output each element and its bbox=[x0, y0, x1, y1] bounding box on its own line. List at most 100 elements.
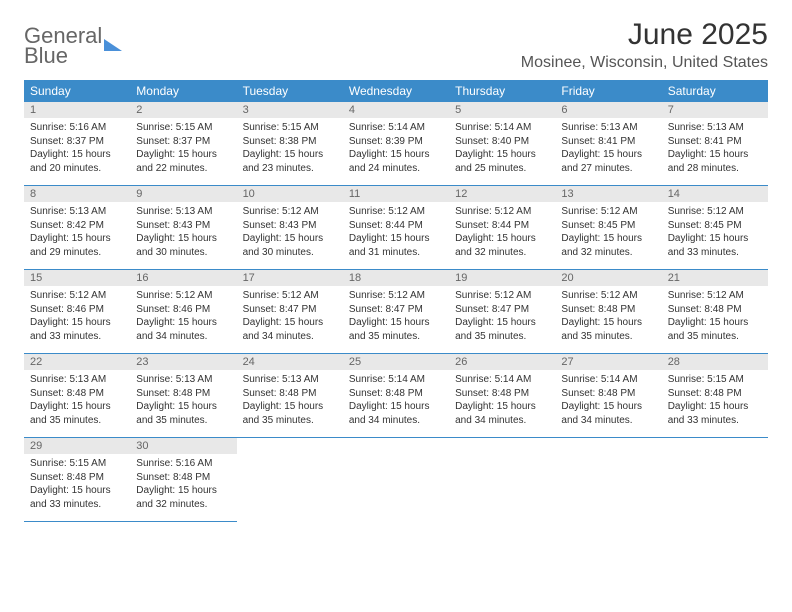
day-number: 14 bbox=[662, 186, 768, 202]
logo-triangle-icon bbox=[104, 39, 122, 51]
calendar-table: SundayMondayTuesdayWednesdayThursdayFrid… bbox=[24, 80, 768, 522]
day-number: 21 bbox=[662, 270, 768, 286]
calendar-cell: 23Sunrise: 5:13 AMSunset: 8:48 PMDayligh… bbox=[130, 354, 236, 438]
day-body: Sunrise: 5:12 AMSunset: 8:48 PMDaylight:… bbox=[662, 286, 768, 353]
day-body: Sunrise: 5:12 AMSunset: 8:45 PMDaylight:… bbox=[555, 202, 661, 269]
calendar-cell: 24Sunrise: 5:13 AMSunset: 8:48 PMDayligh… bbox=[237, 354, 343, 438]
calendar-cell bbox=[449, 438, 555, 522]
weekday-header: Sunday bbox=[24, 80, 130, 102]
calendar-cell bbox=[555, 438, 661, 522]
calendar-cell: 6Sunrise: 5:13 AMSunset: 8:41 PMDaylight… bbox=[555, 102, 661, 186]
day-number: 6 bbox=[555, 102, 661, 118]
day-number: 5 bbox=[449, 102, 555, 118]
day-body: Sunrise: 5:12 AMSunset: 8:45 PMDaylight:… bbox=[662, 202, 768, 269]
day-body: Sunrise: 5:12 AMSunset: 8:44 PMDaylight:… bbox=[343, 202, 449, 269]
day-number: 24 bbox=[237, 354, 343, 370]
calendar-cell: 12Sunrise: 5:12 AMSunset: 8:44 PMDayligh… bbox=[449, 186, 555, 270]
day-number: 17 bbox=[237, 270, 343, 286]
day-number: 23 bbox=[130, 354, 236, 370]
day-body: Sunrise: 5:12 AMSunset: 8:46 PMDaylight:… bbox=[24, 286, 130, 353]
day-body: Sunrise: 5:15 AMSunset: 8:48 PMDaylight:… bbox=[24, 454, 130, 521]
day-number: 26 bbox=[449, 354, 555, 370]
calendar-cell: 15Sunrise: 5:12 AMSunset: 8:46 PMDayligh… bbox=[24, 270, 130, 354]
day-body: Sunrise: 5:15 AMSunset: 8:37 PMDaylight:… bbox=[130, 118, 236, 185]
day-number: 1 bbox=[24, 102, 130, 118]
day-body: Sunrise: 5:12 AMSunset: 8:47 PMDaylight:… bbox=[449, 286, 555, 353]
day-number: 25 bbox=[343, 354, 449, 370]
location-text: Mosinee, Wisconsin, United States bbox=[521, 54, 768, 72]
calendar-cell: 26Sunrise: 5:14 AMSunset: 8:48 PMDayligh… bbox=[449, 354, 555, 438]
weekday-header: Saturday bbox=[662, 80, 768, 102]
calendar-cell: 2Sunrise: 5:15 AMSunset: 8:37 PMDaylight… bbox=[130, 102, 236, 186]
day-number: 7 bbox=[662, 102, 768, 118]
day-number: 18 bbox=[343, 270, 449, 286]
calendar-cell: 20Sunrise: 5:12 AMSunset: 8:48 PMDayligh… bbox=[555, 270, 661, 354]
calendar-cell: 7Sunrise: 5:13 AMSunset: 8:41 PMDaylight… bbox=[662, 102, 768, 186]
day-number: 28 bbox=[662, 354, 768, 370]
day-body: Sunrise: 5:13 AMSunset: 8:41 PMDaylight:… bbox=[555, 118, 661, 185]
weekday-header: Wednesday bbox=[343, 80, 449, 102]
day-body: Sunrise: 5:13 AMSunset: 8:41 PMDaylight:… bbox=[662, 118, 768, 185]
day-body: Sunrise: 5:13 AMSunset: 8:48 PMDaylight:… bbox=[24, 370, 130, 437]
calendar-cell bbox=[237, 438, 343, 522]
day-body: Sunrise: 5:16 AMSunset: 8:37 PMDaylight:… bbox=[24, 118, 130, 185]
day-body: Sunrise: 5:13 AMSunset: 8:48 PMDaylight:… bbox=[130, 370, 236, 437]
calendar-cell bbox=[343, 438, 449, 522]
day-number: 19 bbox=[449, 270, 555, 286]
day-number: 8 bbox=[24, 186, 130, 202]
day-number: 2 bbox=[130, 102, 236, 118]
calendar-cell: 18Sunrise: 5:12 AMSunset: 8:47 PMDayligh… bbox=[343, 270, 449, 354]
calendar-cell: 27Sunrise: 5:14 AMSunset: 8:48 PMDayligh… bbox=[555, 354, 661, 438]
day-body: Sunrise: 5:12 AMSunset: 8:46 PMDaylight:… bbox=[130, 286, 236, 353]
logo: General Blue bbox=[24, 26, 122, 66]
calendar-cell: 21Sunrise: 5:12 AMSunset: 8:48 PMDayligh… bbox=[662, 270, 768, 354]
calendar-cell: 16Sunrise: 5:12 AMSunset: 8:46 PMDayligh… bbox=[130, 270, 236, 354]
day-number: 3 bbox=[237, 102, 343, 118]
day-body: Sunrise: 5:14 AMSunset: 8:39 PMDaylight:… bbox=[343, 118, 449, 185]
day-body: Sunrise: 5:15 AMSunset: 8:48 PMDaylight:… bbox=[662, 370, 768, 437]
calendar-cell: 19Sunrise: 5:12 AMSunset: 8:47 PMDayligh… bbox=[449, 270, 555, 354]
calendar-cell: 13Sunrise: 5:12 AMSunset: 8:45 PMDayligh… bbox=[555, 186, 661, 270]
day-number: 16 bbox=[130, 270, 236, 286]
day-body: Sunrise: 5:14 AMSunset: 8:40 PMDaylight:… bbox=[449, 118, 555, 185]
calendar-cell: 4Sunrise: 5:14 AMSunset: 8:39 PMDaylight… bbox=[343, 102, 449, 186]
day-number: 27 bbox=[555, 354, 661, 370]
calendar-cell: 14Sunrise: 5:12 AMSunset: 8:45 PMDayligh… bbox=[662, 186, 768, 270]
weekday-header: Thursday bbox=[449, 80, 555, 102]
weekday-header: Monday bbox=[130, 80, 236, 102]
day-body: Sunrise: 5:16 AMSunset: 8:48 PMDaylight:… bbox=[130, 454, 236, 521]
page-title: June 2025 bbox=[521, 18, 768, 52]
day-body: Sunrise: 5:12 AMSunset: 8:48 PMDaylight:… bbox=[555, 286, 661, 353]
calendar-cell: 1Sunrise: 5:16 AMSunset: 8:37 PMDaylight… bbox=[24, 102, 130, 186]
calendar-cell: 28Sunrise: 5:15 AMSunset: 8:48 PMDayligh… bbox=[662, 354, 768, 438]
calendar-cell: 29Sunrise: 5:15 AMSunset: 8:48 PMDayligh… bbox=[24, 438, 130, 522]
calendar-cell: 17Sunrise: 5:12 AMSunset: 8:47 PMDayligh… bbox=[237, 270, 343, 354]
day-body: Sunrise: 5:12 AMSunset: 8:47 PMDaylight:… bbox=[237, 286, 343, 353]
day-number: 11 bbox=[343, 186, 449, 202]
day-body: Sunrise: 5:12 AMSunset: 8:47 PMDaylight:… bbox=[343, 286, 449, 353]
calendar-cell: 30Sunrise: 5:16 AMSunset: 8:48 PMDayligh… bbox=[130, 438, 236, 522]
day-number: 9 bbox=[130, 186, 236, 202]
calendar-cell: 25Sunrise: 5:14 AMSunset: 8:48 PMDayligh… bbox=[343, 354, 449, 438]
day-number: 10 bbox=[237, 186, 343, 202]
day-body: Sunrise: 5:13 AMSunset: 8:43 PMDaylight:… bbox=[130, 202, 236, 269]
calendar-cell: 8Sunrise: 5:13 AMSunset: 8:42 PMDaylight… bbox=[24, 186, 130, 270]
calendar-cell bbox=[662, 438, 768, 522]
day-body: Sunrise: 5:13 AMSunset: 8:42 PMDaylight:… bbox=[24, 202, 130, 269]
weekday-header: Friday bbox=[555, 80, 661, 102]
header: General Blue June 2025 Mosinee, Wisconsi… bbox=[24, 18, 768, 72]
day-body: Sunrise: 5:14 AMSunset: 8:48 PMDaylight:… bbox=[555, 370, 661, 437]
day-body: Sunrise: 5:12 AMSunset: 8:44 PMDaylight:… bbox=[449, 202, 555, 269]
weekday-header: Tuesday bbox=[237, 80, 343, 102]
calendar-cell: 22Sunrise: 5:13 AMSunset: 8:48 PMDayligh… bbox=[24, 354, 130, 438]
title-block: June 2025 Mosinee, Wisconsin, United Sta… bbox=[521, 18, 768, 72]
calendar-cell: 3Sunrise: 5:15 AMSunset: 8:38 PMDaylight… bbox=[237, 102, 343, 186]
day-number: 22 bbox=[24, 354, 130, 370]
day-body: Sunrise: 5:12 AMSunset: 8:43 PMDaylight:… bbox=[237, 202, 343, 269]
calendar-cell: 11Sunrise: 5:12 AMSunset: 8:44 PMDayligh… bbox=[343, 186, 449, 270]
logo-line2: Blue bbox=[24, 46, 102, 66]
calendar-cell: 9Sunrise: 5:13 AMSunset: 8:43 PMDaylight… bbox=[130, 186, 236, 270]
day-body: Sunrise: 5:15 AMSunset: 8:38 PMDaylight:… bbox=[237, 118, 343, 185]
day-number: 12 bbox=[449, 186, 555, 202]
day-number: 15 bbox=[24, 270, 130, 286]
